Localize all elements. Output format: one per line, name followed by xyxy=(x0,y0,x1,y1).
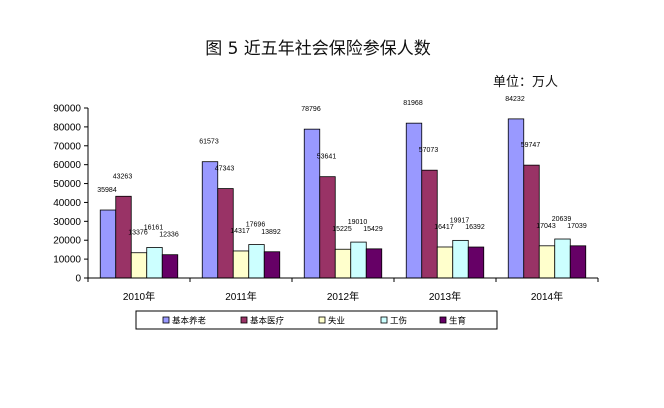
bar xyxy=(452,239,469,279)
legend-swatch xyxy=(240,316,248,324)
y-tick-label: 70000 xyxy=(53,141,81,152)
legend-swatch xyxy=(439,316,447,324)
data-label: 84232 xyxy=(505,96,525,103)
bar xyxy=(538,245,556,279)
bar xyxy=(248,244,265,279)
x-tick-label: 2010年 xyxy=(123,290,155,303)
data-label: 47343 xyxy=(215,166,235,173)
data-label: 17043 xyxy=(536,223,556,230)
bar xyxy=(130,252,148,279)
data-label: 17696 xyxy=(246,222,266,229)
bar xyxy=(436,246,454,279)
bar xyxy=(569,245,587,279)
x-tick-label: 2013年 xyxy=(429,290,461,303)
bar xyxy=(365,248,383,279)
data-label: 20639 xyxy=(552,216,572,223)
legend: 基本养老 基本医疗 失业 工伤 生育 xyxy=(135,310,498,330)
legend-label: 工伤 xyxy=(390,316,407,327)
legend-label: 基本养老 xyxy=(172,316,207,327)
data-label: 13892 xyxy=(261,229,281,236)
data-label: 53641 xyxy=(317,154,337,161)
data-label: 12336 xyxy=(159,232,179,239)
legend-label: 基本医疗 xyxy=(250,316,285,327)
chart-title: 图 5 近五年社会保险参保人数 xyxy=(205,39,431,59)
data-label: 15225 xyxy=(332,226,352,233)
bar xyxy=(146,247,163,279)
data-label: 43263 xyxy=(113,173,133,180)
x-tick-label: 2011年 xyxy=(225,290,257,303)
y-tick-label: 20000 xyxy=(53,236,81,247)
legend-box xyxy=(135,310,498,330)
x-tick-label: 2014年 xyxy=(531,290,563,303)
legend-swatch xyxy=(162,316,170,324)
data-label: 16417 xyxy=(434,224,454,231)
legend-swatch xyxy=(380,316,388,324)
y-tick-label: 10000 xyxy=(53,255,81,266)
legend-label: 失业 xyxy=(328,316,345,327)
bar xyxy=(99,209,117,279)
data-label: 13376 xyxy=(128,230,148,237)
data-label: 57073 xyxy=(419,147,439,154)
bar xyxy=(115,195,132,279)
bar xyxy=(303,128,321,279)
bar xyxy=(334,248,352,279)
x-tick-label: 2012年 xyxy=(327,290,359,303)
bar xyxy=(467,246,485,279)
bar xyxy=(232,250,250,279)
data-label: 16161 xyxy=(144,224,164,231)
bar xyxy=(263,251,281,279)
data-label: 61573 xyxy=(199,139,219,146)
data-label: 14317 xyxy=(230,228,250,235)
y-tick-label: 80000 xyxy=(53,122,81,133)
data-label: 35984 xyxy=(97,187,117,194)
bar xyxy=(161,254,179,279)
data-label: 81968 xyxy=(403,100,423,107)
data-label: 19917 xyxy=(450,217,470,224)
data-label: 78796 xyxy=(301,106,321,113)
bar xyxy=(350,241,367,279)
bar xyxy=(201,161,219,279)
bar xyxy=(523,164,540,279)
data-label: 16392 xyxy=(465,224,485,231)
y-tick-label: 40000 xyxy=(53,198,81,209)
y-tick-label: 30000 xyxy=(53,217,81,228)
unit-label: 单位：万人 xyxy=(493,75,558,90)
y-tick-label: 50000 xyxy=(53,179,81,190)
data-label: 59747 xyxy=(521,142,541,149)
data-label: 19010 xyxy=(348,219,368,226)
bar xyxy=(554,238,571,279)
y-tick-label: 0 xyxy=(75,274,81,285)
y-tick-label: 90000 xyxy=(53,104,81,115)
legend-swatch xyxy=(318,316,326,324)
plot-area: 0 10000 20000 30000 40000 50000 60000 70000 8000… xyxy=(53,96,599,303)
legend-label: 生育 xyxy=(449,316,466,327)
data-label: 15429 xyxy=(363,226,383,233)
y-tick-label: 60000 xyxy=(53,160,81,171)
data-label: 17039 xyxy=(567,223,587,230)
